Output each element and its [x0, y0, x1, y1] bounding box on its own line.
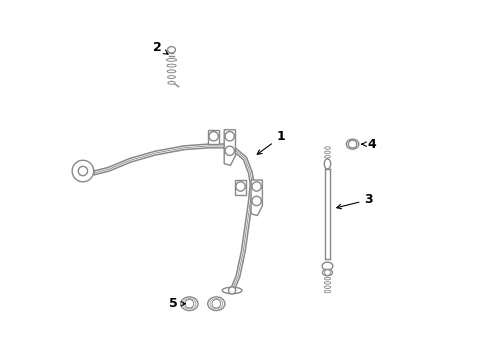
Ellipse shape	[181, 297, 198, 311]
Ellipse shape	[167, 58, 176, 61]
Circle shape	[78, 166, 88, 176]
Circle shape	[225, 146, 234, 156]
Circle shape	[209, 132, 219, 141]
Circle shape	[252, 182, 261, 191]
Text: 2: 2	[153, 41, 168, 54]
Ellipse shape	[324, 277, 331, 280]
Ellipse shape	[346, 139, 359, 149]
Circle shape	[212, 300, 220, 308]
Circle shape	[236, 182, 245, 191]
Ellipse shape	[322, 269, 333, 276]
Ellipse shape	[322, 262, 333, 270]
Ellipse shape	[324, 151, 330, 154]
Ellipse shape	[324, 156, 330, 158]
Ellipse shape	[324, 290, 331, 293]
Polygon shape	[235, 180, 246, 194]
Ellipse shape	[324, 286, 331, 288]
Ellipse shape	[167, 64, 176, 67]
Circle shape	[225, 132, 234, 141]
Ellipse shape	[324, 147, 330, 149]
Ellipse shape	[168, 76, 175, 78]
Ellipse shape	[324, 282, 331, 284]
Text: 3: 3	[337, 193, 373, 209]
Ellipse shape	[324, 159, 331, 169]
Circle shape	[324, 270, 330, 275]
Ellipse shape	[222, 287, 242, 294]
Ellipse shape	[208, 297, 225, 311]
Ellipse shape	[168, 46, 175, 53]
Circle shape	[228, 287, 236, 294]
Ellipse shape	[167, 70, 176, 73]
Polygon shape	[224, 130, 236, 165]
Polygon shape	[251, 180, 262, 216]
Circle shape	[349, 140, 357, 148]
Polygon shape	[208, 130, 219, 144]
Circle shape	[252, 196, 261, 206]
Circle shape	[72, 160, 94, 182]
Text: 1: 1	[257, 130, 285, 154]
Ellipse shape	[168, 81, 175, 84]
Text: 5: 5	[169, 297, 185, 310]
Circle shape	[185, 300, 194, 308]
Text: 4: 4	[362, 138, 377, 150]
